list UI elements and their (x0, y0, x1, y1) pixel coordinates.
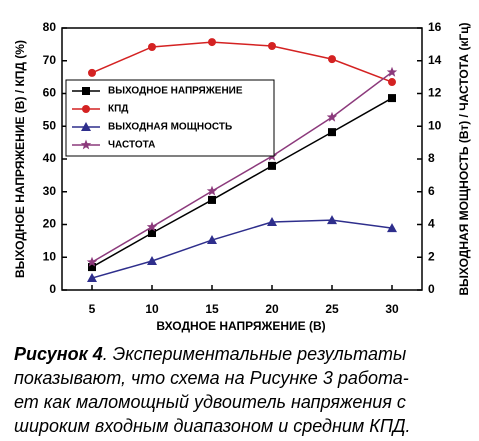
marker (146, 221, 158, 232)
marker (82, 87, 90, 95)
marker (328, 55, 336, 64)
caption-line: Рисунок 4. Экспериментальные результаты (14, 344, 406, 364)
marker (207, 235, 217, 245)
y2-tick-label: 16 (428, 20, 442, 34)
x-tick-label: 20 (265, 302, 279, 316)
marker (147, 256, 157, 266)
marker (326, 111, 338, 122)
marker (206, 185, 218, 196)
caption-line: широким входным диапазоном и средним КПД… (14, 416, 411, 436)
y-tick-label: 50 (43, 118, 57, 132)
y-tick-label: 40 (43, 151, 57, 165)
marker (87, 273, 97, 283)
marker (386, 66, 398, 77)
marker (148, 229, 156, 238)
legend-label: ВЫХОДНАЯ МОЩНОСТЬ (108, 122, 232, 133)
caption-line: показывают, что схема на Рисунке 3 работ… (14, 368, 409, 388)
marker (208, 195, 216, 204)
x-tick-label: 5 (89, 302, 96, 316)
caption-line: ет как маломощный удвоитель напряжения с (14, 392, 406, 412)
y-axis-label: ВЫХОДНОЕ НАПРЯЖЕНИЕ (В) / КПД (%) (13, 40, 27, 278)
series-line (91, 41, 393, 83)
x-tick-label: 10 (145, 302, 159, 316)
marker (82, 105, 90, 113)
marker (88, 263, 96, 272)
y2-tick-label: 14 (428, 53, 442, 67)
marker (81, 122, 91, 131)
marker (388, 78, 396, 87)
caption-label: Рисунок 4 (14, 344, 103, 364)
caption-text: . Экспериментальные результаты (103, 344, 406, 364)
y-tick-label: 80 (43, 20, 57, 34)
x-axis-label: ВХОДНОЕ НАПРЯЖЕНИЕ (В) (156, 319, 325, 333)
legend-label: ЧАСТОТА (108, 140, 155, 151)
marker (208, 38, 216, 47)
marker (148, 42, 156, 51)
y-tick-label: 0 (49, 282, 56, 296)
y-tick-label: 20 (43, 217, 57, 231)
legend-label: ВЫХОДНОЕ НАПРЯЖЕНИЕ (108, 86, 243, 97)
y2-tick-label: 6 (428, 184, 435, 198)
y-tick-label: 60 (43, 86, 57, 100)
marker (387, 223, 397, 233)
x-tick-label: 25 (325, 302, 339, 316)
marker (388, 94, 396, 103)
series-line (91, 97, 393, 268)
legend-box (65, 79, 275, 157)
series-line (91, 71, 393, 263)
y2-tick-label: 4 (428, 217, 435, 231)
marker (268, 42, 276, 51)
series-line (91, 219, 393, 279)
marker (268, 161, 276, 170)
y-tick-label: 70 (43, 53, 57, 67)
marker (327, 215, 337, 225)
y-tick-label: 30 (43, 184, 57, 198)
y2-tick-label: 8 (428, 151, 435, 165)
marker (86, 256, 98, 267)
y2-tick-label: 0 (428, 282, 435, 296)
y-tick-label: 10 (43, 249, 57, 263)
y2-tick-label: 10 (428, 118, 442, 132)
marker (88, 68, 96, 77)
x-tick-label: 30 (385, 302, 399, 316)
y2-tick-label: 2 (428, 249, 435, 263)
marker (80, 139, 92, 150)
x-tick-label: 15 (205, 302, 219, 316)
y2-axis-label: ВЫХОДНАЯ МОЩНОСТЬ (Вт) / ЧАСТОТА (кГц) (457, 22, 471, 295)
marker (328, 128, 336, 137)
plot-frame (61, 27, 423, 291)
legend-label: КПД (108, 104, 128, 115)
y2-tick-label: 12 (428, 86, 442, 100)
marker (267, 217, 277, 227)
